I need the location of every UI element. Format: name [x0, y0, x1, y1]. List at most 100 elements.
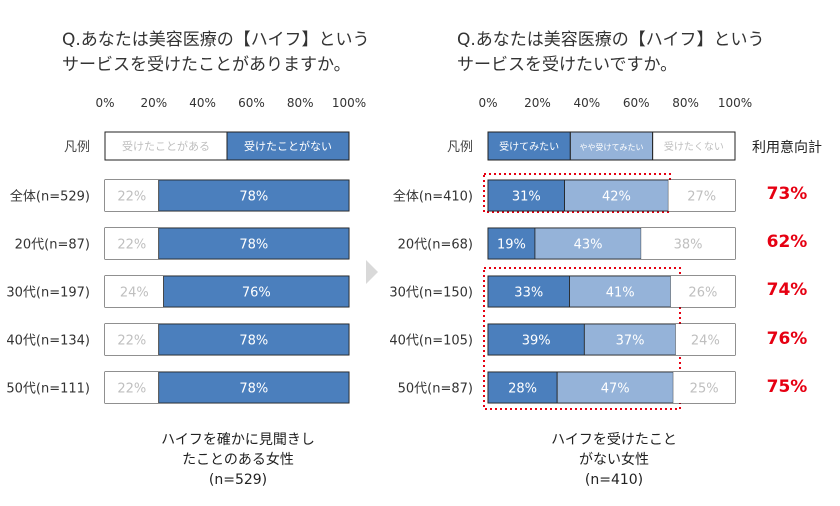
right-question-line-1: Q.あなたは美容医療の【ハイフ】という: [457, 30, 764, 50]
right-bar-segment: [569, 275, 672, 308]
left-category-label: 40代(n=134): [6, 334, 90, 349]
right-data-label: 31%: [512, 190, 541, 205]
left-bar-segment: [105, 180, 159, 211]
right-category-label: 50代(n=87): [398, 382, 473, 397]
right-bar-segment: [487, 371, 558, 404]
right-x-tick-label: 60%: [623, 96, 650, 110]
right-bar-segment: [673, 372, 735, 403]
left-legend-text: 受けたことがある: [122, 139, 210, 153]
right-category-label: 30代(n=150): [389, 286, 473, 301]
right-legend-swatch: [569, 131, 654, 161]
right-bar-segment: [641, 228, 735, 259]
right-legend-text: 受けたくない: [664, 141, 724, 153]
left-bar-segment: [163, 275, 350, 308]
left-x-tick-label: 40%: [189, 96, 216, 110]
left-bar-segment: [105, 324, 159, 355]
right-data-label: 39%: [522, 334, 551, 349]
right-data-label: 28%: [508, 382, 537, 397]
right-x-tick-label: 0%: [478, 96, 497, 110]
right-data-label: 25%: [690, 382, 719, 397]
left-data-label: 22%: [117, 334, 146, 349]
left-bar-segment: [158, 227, 350, 260]
right-legend-text: やや受けてみたい: [580, 142, 644, 152]
left-footer-line-2: たことのある女性: [182, 451, 294, 468]
total-value-3: 76%: [767, 329, 808, 349]
left-data-label: 24%: [120, 286, 149, 301]
left-category-label: 全体(n=529): [10, 189, 90, 205]
right-data-label: 27%: [687, 190, 716, 205]
arrow-right-icon: [366, 260, 378, 284]
right-bar-segment: [675, 324, 735, 355]
right-x-tick-label: 40%: [573, 96, 600, 110]
left-legend-text: 受けたことがない: [244, 139, 332, 153]
right-footer-line-1: ハイフを受けたこと: [551, 432, 677, 448]
right-x-tick-label: 80%: [672, 96, 699, 110]
left-x-tick-label: 100%: [332, 96, 366, 110]
total-value-2: 74%: [767, 280, 808, 300]
right-bar-segment: [487, 275, 570, 308]
right-data-label: 37%: [616, 334, 645, 349]
right-category-label: 全体(n=410): [393, 189, 473, 205]
right-data-label: 43%: [574, 238, 603, 253]
right-bar-segment: [670, 276, 735, 307]
left-question-line-1: Q.あなたは美容医療の【ハイフ】という: [62, 30, 369, 50]
left-data-label: 76%: [242, 286, 271, 301]
right-data-label: 19%: [497, 238, 526, 253]
total-value-0: 73%: [767, 184, 808, 204]
left-bar-segment: [158, 179, 350, 212]
right-bar-segment: [668, 180, 735, 211]
right-data-label: 24%: [691, 334, 720, 349]
left-footer-line-3: (n=529): [209, 472, 267, 488]
left-data-label: 22%: [117, 190, 146, 205]
right-data-label: 33%: [514, 286, 543, 301]
right-bar-segment: [556, 371, 674, 404]
left-data-label: 78%: [239, 334, 268, 349]
right-legend-label: 凡例: [447, 140, 473, 155]
total-value-4: 75%: [767, 377, 808, 397]
total-header: 利用意向計: [752, 139, 822, 156]
left-question-line-2: サービスを受けたことがありますか。: [62, 55, 351, 75]
right-category-label: 40代(n=105): [389, 334, 473, 349]
left-category-label: 20代(n=87): [15, 238, 90, 253]
right-bar-segment: [487, 323, 585, 356]
right-data-label: 38%: [674, 238, 703, 253]
chart-marks: 0% 20% 40% 60% 80% 100% 受けたことがある 受けたことがない全体(n=5…: [6, 96, 752, 404]
right-data-label: 47%: [601, 382, 630, 397]
left-legend-swatch: [226, 131, 350, 161]
left-x-tick-label: 80%: [287, 96, 314, 110]
left-bar-segment: [158, 371, 350, 404]
right-question-line-2: サービスを受けたいですか。: [457, 55, 677, 75]
right-legend-text: 受けてみたい: [499, 141, 559, 153]
total-value-1: 62%: [767, 232, 808, 252]
left-bar-segment: [105, 276, 164, 307]
right-bar-segment: [487, 227, 536, 260]
right-x-tick-label: 100%: [718, 96, 752, 110]
left-bar-segment: [158, 323, 350, 356]
left-legend-label: 凡例: [64, 140, 90, 155]
right-legend-swatch: [487, 131, 571, 161]
left-x-tick-label: 60%: [238, 96, 265, 110]
right-category-label: 20代(n=68): [398, 238, 473, 253]
left-data-label: 78%: [239, 238, 268, 253]
left-category-label: 30代(n=197): [6, 286, 90, 301]
left-data-label: 78%: [239, 190, 268, 205]
left-category-label: 50代(n=111): [6, 382, 90, 397]
right-data-label: 41%: [606, 286, 635, 301]
left-data-label: 78%: [239, 382, 268, 397]
left-bar-segment: [105, 372, 159, 403]
left-footer-line-1: ハイフを確かに見聞きし: [161, 432, 315, 448]
right-bar-segment: [583, 323, 677, 356]
right-bar-segment: [487, 179, 565, 212]
left-data-label: 22%: [117, 238, 146, 253]
right-data-label: 42%: [602, 190, 631, 205]
left-x-tick-label: 0%: [95, 96, 114, 110]
left-data-label: 22%: [117, 382, 146, 397]
right-footer-line-3: (n=410): [585, 472, 643, 488]
left-x-tick-label: 20%: [140, 96, 167, 110]
left-legend-swatch: [104, 131, 228, 161]
right-footer-line-2: がない女性: [579, 451, 649, 468]
right-legend-swatch: [652, 131, 736, 161]
left-bar-segment: [105, 228, 159, 259]
